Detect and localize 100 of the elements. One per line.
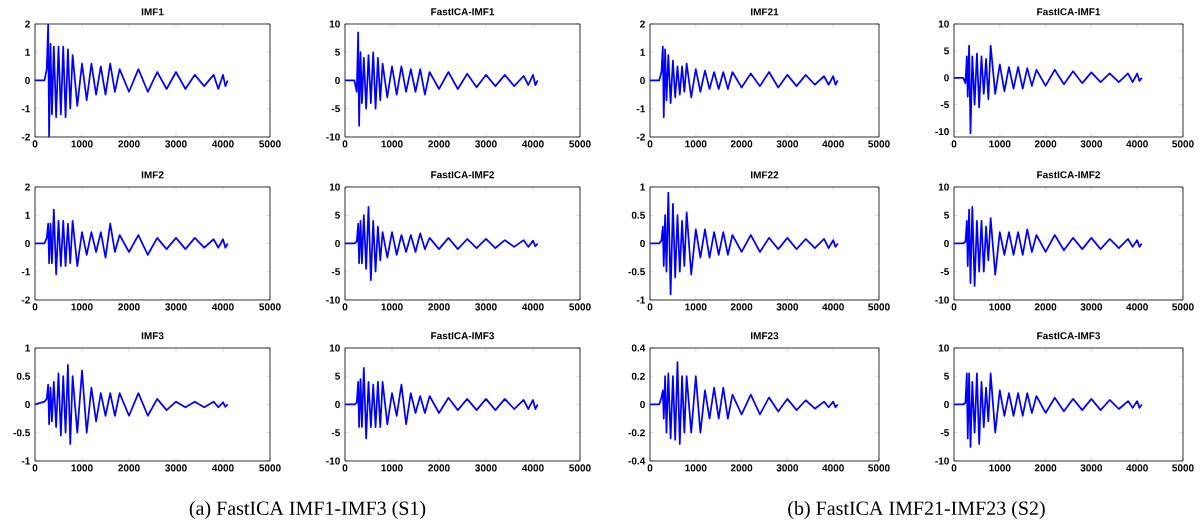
line-series	[954, 205, 1143, 287]
y-tick-label: -2	[21, 133, 30, 141]
y-tick-label: -5	[940, 429, 950, 437]
y-tick-label: 5	[944, 372, 950, 380]
y-tick-label: 10	[938, 344, 949, 352]
x-tick-label: 2000	[118, 303, 140, 311]
y-tick-label: 0.2	[631, 372, 645, 380]
x-tick-label: 1000	[989, 140, 1011, 148]
x-tick-label: 3000	[165, 303, 187, 311]
x-tick-label: 0	[32, 140, 38, 148]
y-tick-label: -10	[935, 296, 949, 304]
y-tick-label: -1	[636, 296, 646, 304]
y-tick-label: 0.4	[631, 344, 646, 352]
chart-title: IMF23	[751, 332, 779, 340]
x-tick-label: 4000	[1126, 303, 1148, 311]
chart-title: FastICA-IMF1	[1037, 8, 1101, 16]
y-tick-label: 0.5	[631, 211, 646, 219]
x-tick-label: 4000	[522, 140, 544, 148]
x-tick-label: 2000	[730, 464, 753, 472]
y-tick-label: -0.5	[13, 429, 31, 437]
x-tick-label: 1000	[685, 464, 707, 472]
x-tick-label: 2000	[1034, 140, 1057, 148]
x-tick-label: 4000	[1126, 464, 1148, 472]
x-tick-label: 5000	[1172, 303, 1194, 311]
line-series	[345, 205, 539, 282]
x-tick-label: 1000	[685, 140, 707, 148]
x-tick-label: 3000	[475, 140, 497, 148]
x-tick-label: 0	[32, 464, 38, 472]
chart-title: FastICA-IMF3	[1037, 332, 1101, 340]
x-tick-label: 1000	[989, 303, 1011, 311]
y-tick-label: -10	[326, 133, 340, 141]
y-tick-label: -1	[636, 105, 646, 113]
y-tick-label: 0	[335, 76, 340, 85]
x-tick-label: 5000	[569, 140, 591, 148]
y-tick-label: 0	[25, 239, 30, 248]
x-tick-label: 5000	[259, 303, 281, 311]
y-tick-label: -5	[331, 105, 341, 113]
y-tick-label: -10	[935, 457, 949, 465]
x-tick-label: 0	[951, 464, 957, 472]
y-tick-label: -10	[326, 457, 340, 465]
y-tick-label: 0.5	[16, 372, 31, 380]
x-tick-label: 3000	[776, 140, 799, 148]
y-tick-label: 0	[944, 74, 949, 82]
y-tick-label: 1	[640, 183, 646, 191]
x-tick-label: 2000	[730, 140, 753, 148]
y-tick-label: 0	[335, 400, 340, 409]
text: (a) FastICA IMF1-IMF3 (S1)	[189, 500, 426, 520]
x-tick-label: 2000	[1034, 303, 1057, 311]
line-series	[650, 361, 839, 445]
y-tick-label: -10	[935, 128, 949, 136]
x-tick-label: 0	[342, 303, 348, 311]
x-tick-label: 4000	[822, 303, 844, 311]
x-tick-label: 4000	[522, 464, 544, 472]
y-tick-label: 10	[938, 20, 949, 28]
x-tick-label: 5000	[868, 303, 890, 311]
y-tick-label: 0	[944, 239, 949, 248]
y-tick-label: 2	[640, 20, 645, 28]
x-tick-label: 0	[647, 464, 653, 472]
x-tick-label: 5000	[259, 140, 281, 148]
x-tick-label: 5000	[1172, 140, 1194, 148]
x-tick-label: 4000	[212, 464, 234, 472]
y-tick-label: 1	[25, 211, 31, 219]
y-tick-label: 1	[25, 48, 31, 56]
y-tick-label: 5	[335, 48, 341, 56]
y-tick-label: 5	[944, 47, 950, 55]
chart-title: IMF21	[751, 8, 779, 16]
x-tick-label: 3000	[776, 303, 799, 311]
y-tick-label: 0	[640, 76, 645, 85]
x-tick-label: 5000	[868, 140, 890, 148]
line-series	[650, 191, 839, 296]
line-series	[35, 364, 229, 445]
y-tick-label: -5	[331, 268, 341, 276]
y-tick-label: 5	[335, 211, 341, 219]
chart-title: IMF1	[141, 8, 164, 16]
x-tick-label: 5000	[868, 464, 890, 472]
x-tick-label: 0	[647, 303, 653, 311]
x-tick-label: 3000	[1080, 140, 1103, 148]
line-series	[650, 45, 839, 119]
y-tick-label: -1	[21, 105, 31, 113]
x-tick-label: 4000	[212, 303, 234, 311]
y-tick-label: 0	[335, 239, 340, 248]
x-tick-label: 0	[647, 140, 653, 148]
x-tick-label: 1000	[381, 140, 403, 148]
y-tick-label: 5	[335, 372, 341, 380]
x-tick-label: 3000	[1080, 303, 1103, 311]
x-tick-label: 2000	[730, 303, 753, 311]
y-tick-label: -2	[636, 133, 645, 141]
x-tick-label: 1000	[989, 464, 1011, 472]
line-series	[35, 23, 229, 137]
chart-title: FastICA-IMF2	[1037, 171, 1101, 179]
line-series	[345, 31, 539, 127]
x-tick-label: 1000	[381, 303, 403, 311]
x-tick-label: 4000	[212, 140, 234, 148]
line-series	[954, 372, 1143, 448]
x-tick-label: 5000	[259, 464, 281, 472]
y-tick-label: -10	[326, 296, 340, 304]
y-tick-label: -0.2	[628, 429, 645, 437]
y-tick-label: -5	[940, 268, 950, 276]
y-tick-label: 2	[25, 183, 30, 191]
x-tick-label: 1000	[381, 464, 403, 472]
